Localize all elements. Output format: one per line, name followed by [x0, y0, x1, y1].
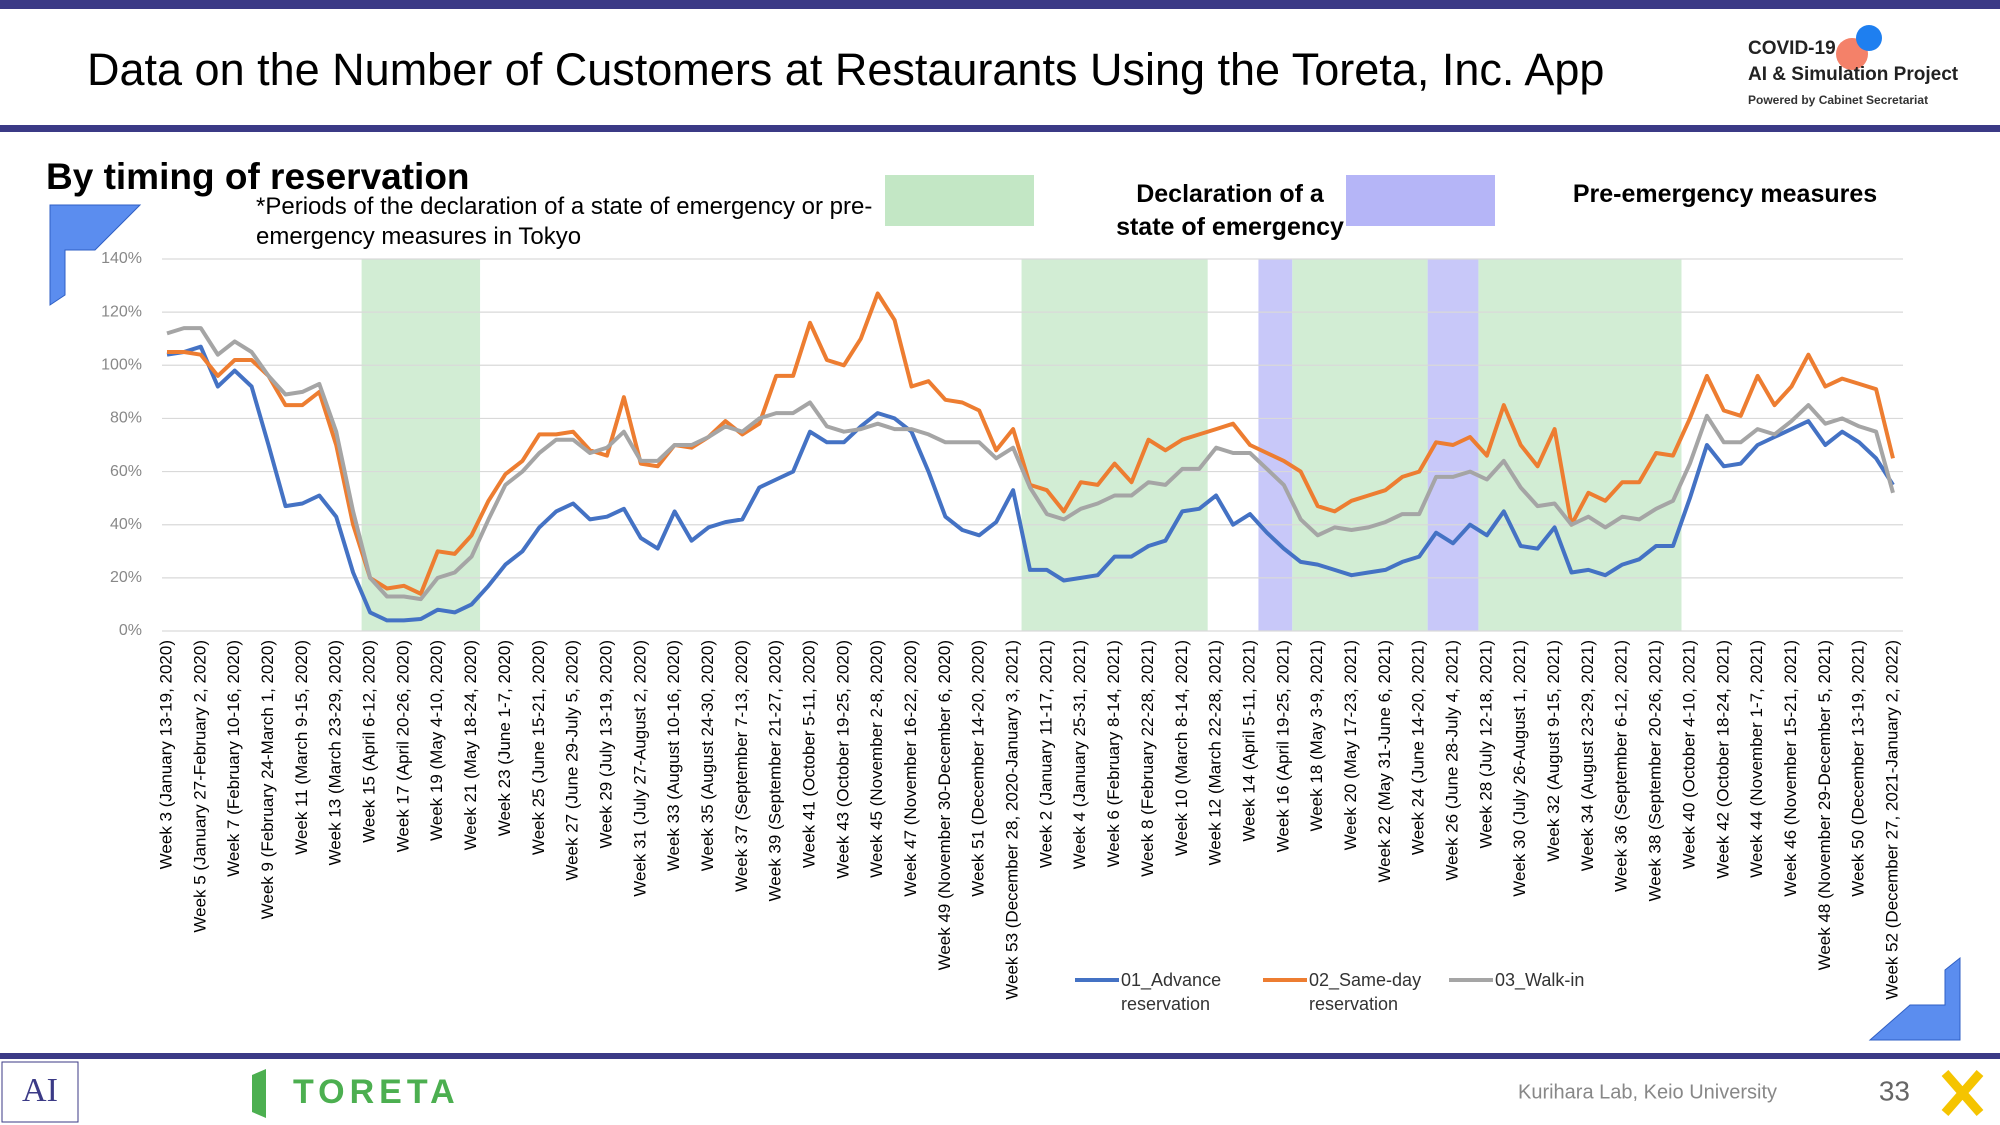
y-tick-label: 80%	[110, 410, 142, 427]
x-tick-label: Week 43 (October 19-25, 2020)	[833, 640, 852, 879]
x-tick-label: Week 16 (April 19-25, 2021)	[1273, 640, 1292, 852]
x-tick-label: Week 5 (January 27-February 2, 2020)	[190, 640, 209, 933]
y-tick-label: 100%	[101, 357, 142, 374]
brand: TORETA	[293, 1073, 460, 1111]
corner-decoration	[1868, 956, 1961, 1041]
footer-rule	[0, 1053, 2000, 1059]
x-tick-label: Week 17 (April 20-26, 2020)	[393, 640, 412, 852]
period-band	[1258, 259, 1293, 631]
x-tick-label: Week 20 (May 17-23, 2021)	[1341, 640, 1360, 850]
period-legend-swatch	[885, 175, 1034, 226]
x-tick-label: Week 42 (October 18-24, 2021)	[1713, 640, 1732, 879]
x-tick-label: Week 48 (November 29-December 5, 2021)	[1815, 640, 1834, 970]
x-tick-label: Week 26 (June 28-July 4, 2021)	[1443, 640, 1462, 881]
x-tick-label: Week 28 (July 12-18, 2021)	[1476, 640, 1495, 849]
x-tick-label: Week 23 (June 1-7, 2020)	[495, 640, 514, 836]
x-tick-label: Week 39 (September 21-27, 2020)	[766, 640, 785, 901]
x-tick-label: Week 52 (December 27, 2021-January 2, 20…	[1882, 640, 1901, 1000]
x-tick-label: Week 32 (August 9-15, 2021)	[1544, 640, 1563, 862]
x-tick-label: Week 12 (March 22-28, 2021)	[1206, 640, 1225, 866]
x-tick-label: Week 37 (September 7-13, 2020)	[732, 640, 751, 892]
x-tick-label: Week 45 (November 2-8, 2020)	[867, 640, 886, 878]
x-tick-label: Week 33 (August 10-16, 2020)	[664, 640, 683, 871]
period-legend-swatch	[1346, 175, 1495, 226]
x-tick-label: Week 8 (February 22-28, 2021)	[1138, 640, 1157, 877]
legend-label: 03_Walk-in	[1495, 970, 1585, 990]
logo-dot	[1856, 25, 1882, 51]
section-title: By timing of reservation	[46, 156, 470, 197]
x-tick-label: Week 9 (February 24-March 1, 2020)	[258, 640, 277, 919]
x-tick-label: Week 24 (June 14-20, 2021)	[1409, 640, 1428, 855]
header-rule	[0, 125, 2000, 132]
logo-text: COVID-19	[1748, 38, 1836, 59]
period-band	[1292, 259, 1428, 631]
x-tick-label: Week 47 (November 16-22, 2020)	[901, 640, 920, 897]
series-line	[166, 326, 1895, 602]
x-tick-label: Week 3 (January 13-19, 2020)	[156, 640, 175, 869]
logo-text: AI & Simulation Project	[1748, 64, 1959, 85]
x-tick-label: Week 25 (June 15-21, 2020)	[529, 640, 548, 855]
period-legend-label: Declaration of a state of emergency	[1116, 180, 1344, 241]
x-tick-label: Week 14 (April 5-11, 2021)	[1239, 640, 1258, 842]
x-tick-label: Week 18 (May 3-9, 2021)	[1307, 640, 1326, 832]
x-tick-label: Week 6 (February 8-14, 2021)	[1104, 640, 1123, 867]
x-tick-label: Week 46 (November 15-21, 2021)	[1781, 640, 1800, 897]
x-tick-label: Week 34 (August 23-29, 2021)	[1578, 640, 1597, 871]
x-icon	[1941, 1070, 1984, 1116]
top-bar	[0, 0, 2000, 9]
x-tick-label: Week 21 (May 18-24, 2020)	[461, 640, 480, 850]
x-tick-label: Week 27 (June 29-July 5, 2020)	[563, 640, 582, 881]
x-tick-label: Week 50 (December 13-19, 2021)	[1849, 640, 1868, 897]
x-tick-label: Week 40 (October 4-10, 2021)	[1679, 640, 1698, 869]
note: *Periods of the declaration of a state o…	[256, 193, 873, 250]
period-band	[361, 259, 481, 631]
credit: Kurihara Lab, Keio University	[1518, 1081, 1777, 1103]
x-tick-label: Week 15 (April 6-12, 2020)	[360, 640, 379, 843]
brand-icon	[252, 1069, 266, 1118]
period-band	[1478, 259, 1682, 631]
y-tick-label: 0%	[119, 622, 142, 639]
page-number: 33	[1879, 1075, 1910, 1106]
x-tick-label: Week 36 (September 6-12, 2021)	[1612, 640, 1631, 892]
x-tick-label: Week 38 (September 20-26, 2021)	[1646, 640, 1665, 901]
x-tick-label: Week 2 (January 11-17, 2021)	[1036, 640, 1055, 868]
x-tick-label: Week 11 (March 9-15, 2020)	[292, 640, 311, 855]
x-tick-label: Week 13 (March 23-29, 2020)	[326, 640, 345, 866]
x-tick-label: Week 44 (November 1-7, 2021)	[1747, 640, 1766, 878]
x-tick-label: Week 35 (August 24-30, 2020)	[698, 640, 717, 871]
x-tick-label: Week 29 (July 13-19, 2020)	[596, 640, 615, 849]
series-line	[166, 344, 1895, 623]
y-tick-label: 140%	[101, 250, 142, 267]
x-tick-label: Week 22 (May 31-June 6, 2021)	[1375, 640, 1394, 883]
x-tick-label: Week 19 (May 4-10, 2020)	[427, 640, 446, 841]
page-title: Data on the Number of Customers at Resta…	[87, 44, 1604, 95]
x-tick-label: Week 53 (December 28, 2020-January 3, 20…	[1003, 640, 1022, 1000]
legend-label: 02_Same-day reservation	[1309, 970, 1422, 1014]
y-tick-label: 40%	[110, 516, 142, 533]
x-tick-label: Week 49 (November 30-December 6, 2020)	[935, 640, 954, 970]
lab-logo	[1, 1061, 79, 1123]
period-legend-label: Pre-emergency measures	[1572, 180, 1878, 208]
x-tick-label: Week 4 (January 25-31, 2021)	[1070, 640, 1089, 869]
period-band	[1021, 259, 1208, 631]
corner-decoration	[49, 204, 142, 306]
y-tick-label: 60%	[110, 463, 142, 480]
lab-logo-text: AI	[22, 1072, 58, 1109]
y-tick-label: 120%	[101, 303, 142, 320]
x-tick-label: Week 30 (July 26-August 1, 2021)	[1510, 640, 1529, 897]
legend-label: 01_Advance reservation	[1121, 970, 1222, 1014]
x-tick-label: Week 51 (December 14-20, 2020)	[969, 640, 988, 897]
y-tick-label: 20%	[110, 569, 142, 586]
x-tick-label: Week 31 (July 27-August 2, 2020)	[630, 640, 649, 897]
x-tick-label: Week 10 (March 8-14, 2021)	[1172, 640, 1191, 856]
x-tick-label: Week 7 (February 10-16, 2020)	[224, 640, 243, 877]
logo-text: Powered by Cabinet Secretariat	[1748, 93, 1928, 107]
x-tick-label: Week 41 (October 5-11, 2020)	[800, 640, 819, 868]
